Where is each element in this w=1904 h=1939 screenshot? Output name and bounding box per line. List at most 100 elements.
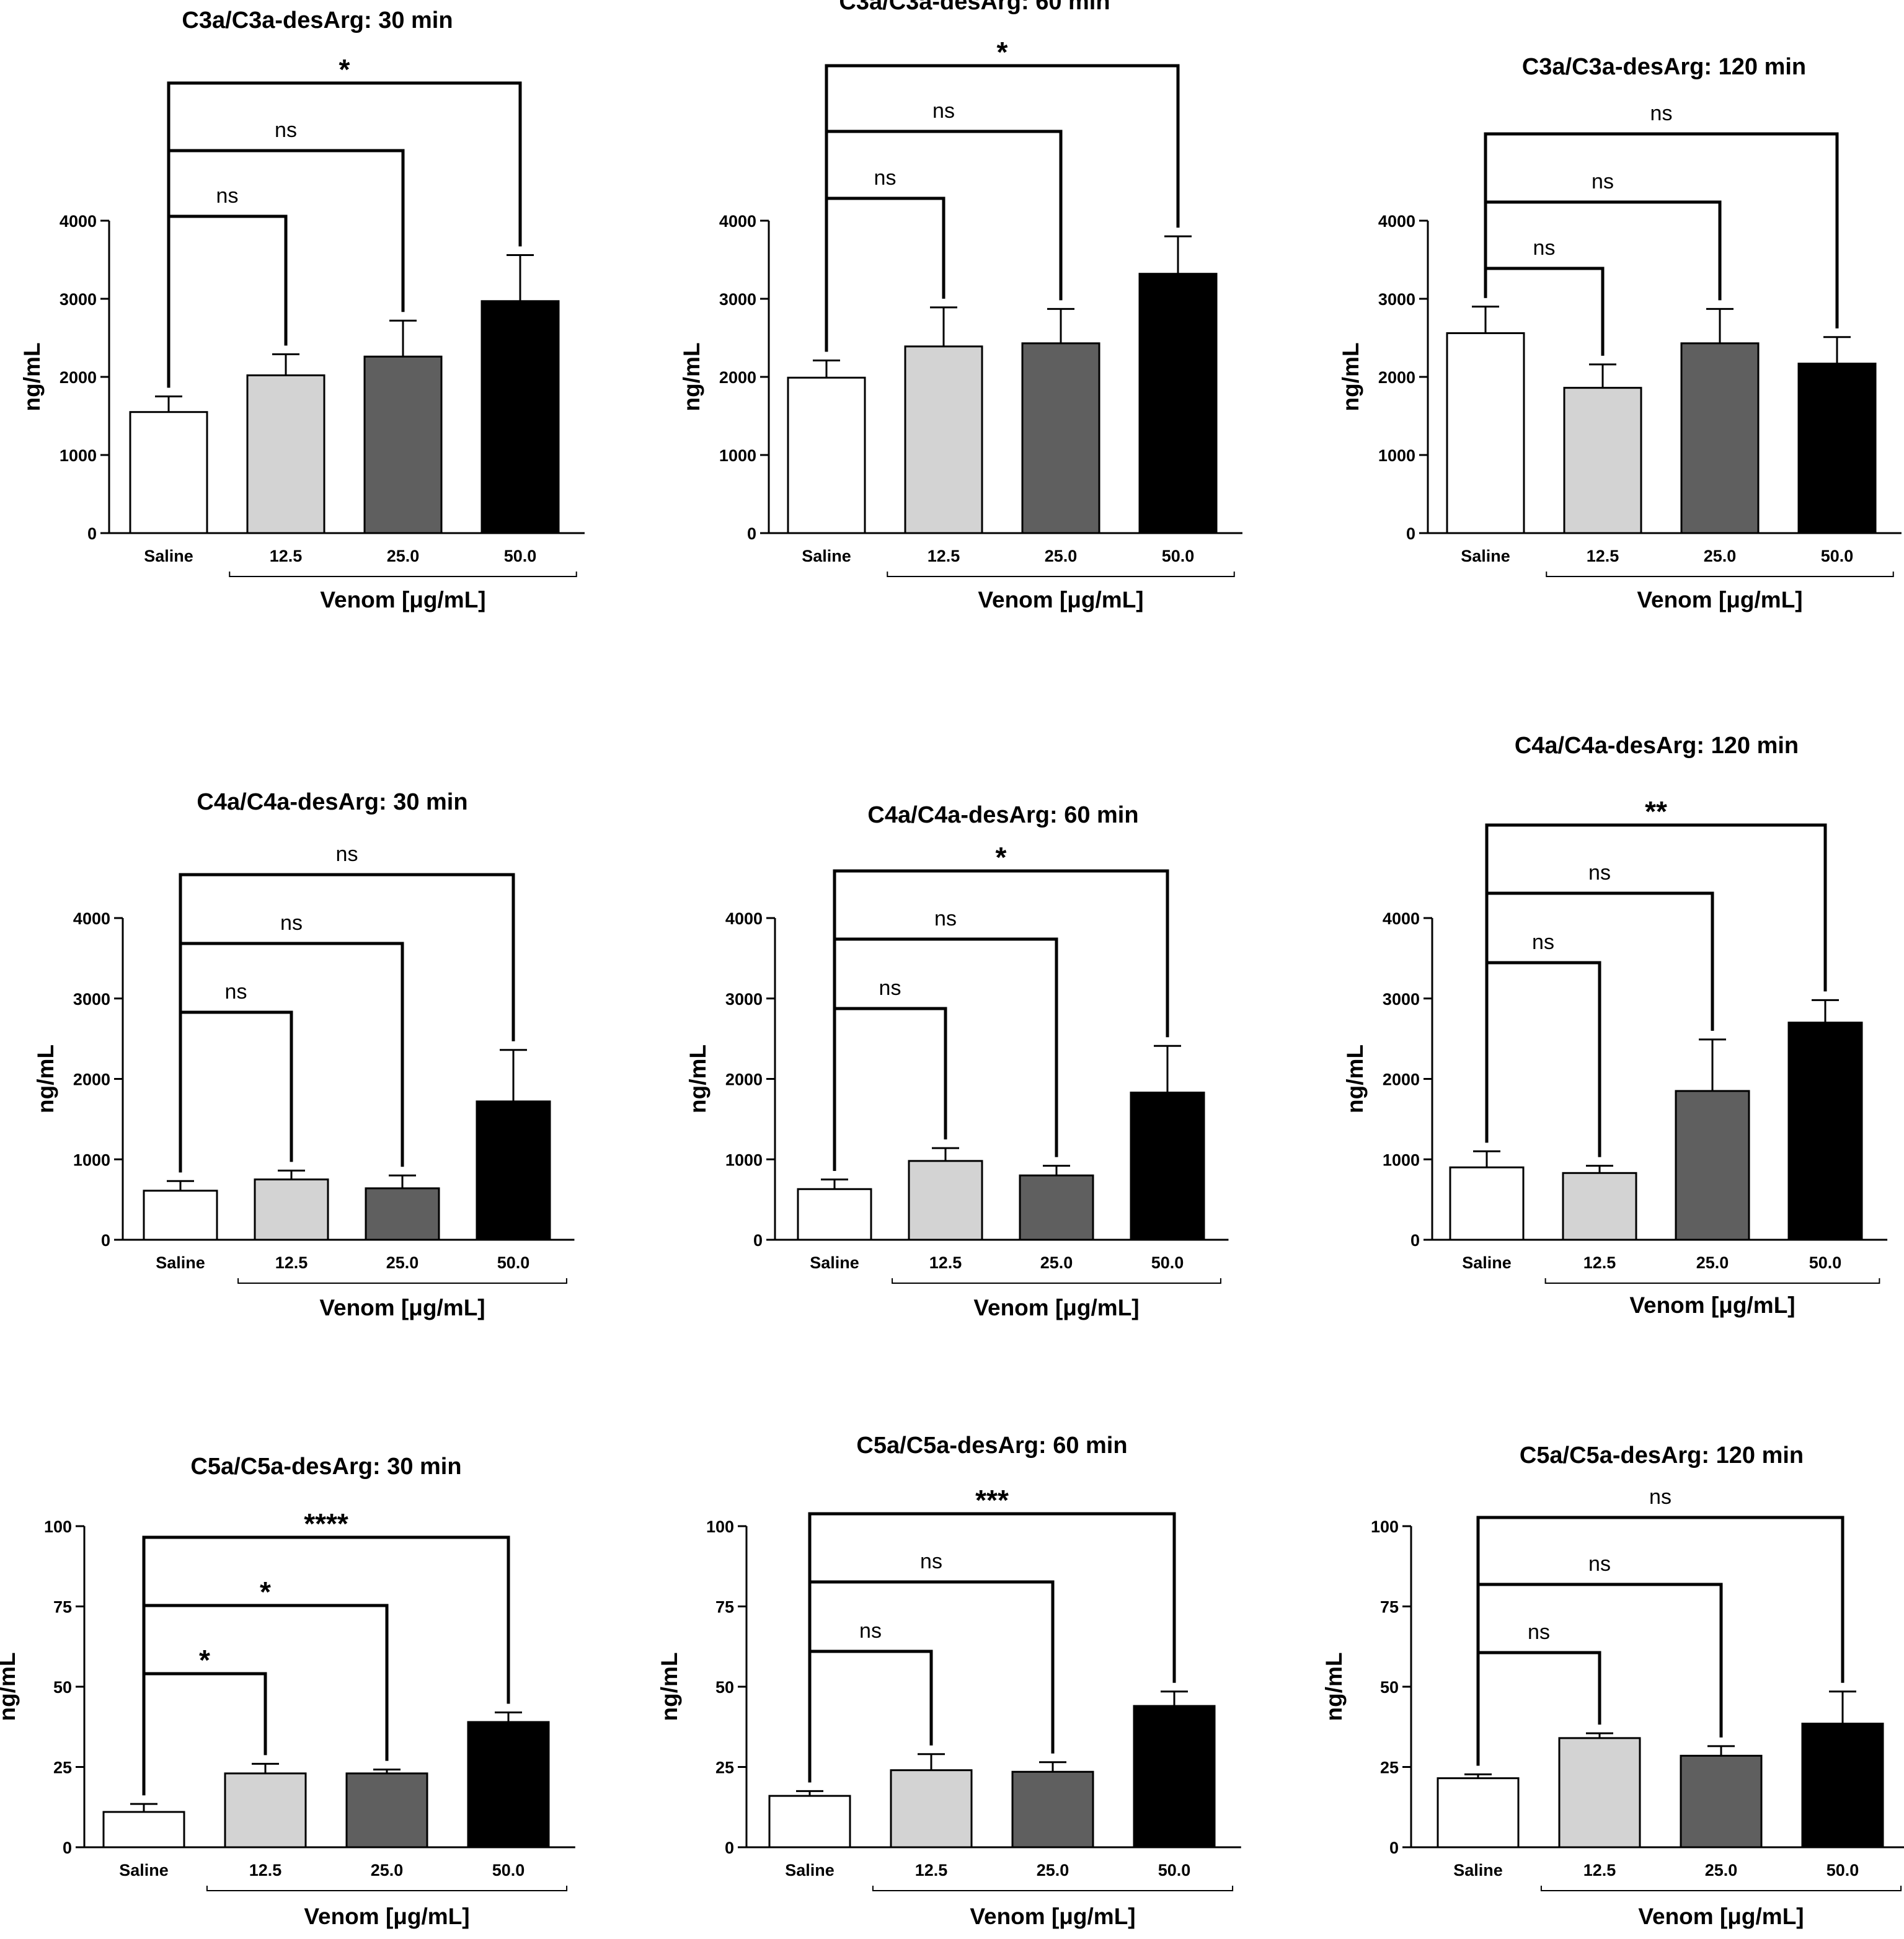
chart-panel: C3a/C3a-desArg: 30 min 0 1000 2000 3000 4000 n… bbox=[19, 7, 585, 612]
x-group-label: Venom [μg/mL] bbox=[319, 1295, 485, 1320]
y-tick-label: 0 bbox=[747, 524, 756, 543]
x-tick-label: Saline bbox=[785, 1861, 835, 1879]
significance-label: ns bbox=[932, 99, 955, 123]
chart-title: C4a/C4a-desArg: 60 min bbox=[867, 802, 1138, 828]
significance-label: * bbox=[199, 1644, 210, 1676]
significance-label: * bbox=[339, 53, 350, 86]
bar-50-0 bbox=[1130, 1092, 1205, 1241]
bar-saline bbox=[787, 376, 866, 534]
y-axis-label: ng/mL bbox=[685, 1045, 711, 1113]
x-tick-label: Saline bbox=[1461, 547, 1510, 565]
y-tick-label: 75 bbox=[1380, 1598, 1399, 1617]
x-tick-label: 12.5 bbox=[1583, 1253, 1616, 1272]
bar-12-5 bbox=[890, 1769, 973, 1848]
x-group-label: Venom [μg/mL] bbox=[970, 1904, 1135, 1929]
y-axis-label: ng/mL bbox=[1321, 1653, 1347, 1721]
x-tick-label: 50.0 bbox=[1821, 547, 1854, 565]
bar-25-0 bbox=[363, 355, 443, 534]
significance-label: ns bbox=[1532, 930, 1554, 954]
y-tick-label: 0 bbox=[725, 1839, 734, 1857]
significance-label: ns bbox=[879, 976, 901, 1000]
x-tick-label: Saline bbox=[144, 547, 193, 565]
x-tick-label: 12.5 bbox=[275, 1253, 308, 1272]
x-tick-label: 12.5 bbox=[1583, 1861, 1616, 1879]
y-axis-label: ng/mL bbox=[1338, 343, 1363, 412]
x-group-label: Venom [μg/mL] bbox=[1638, 1904, 1804, 1929]
bar-12-5 bbox=[1563, 387, 1642, 534]
x-group-label: Venom [μg/mL] bbox=[1637, 587, 1802, 612]
y-tick-label: 0 bbox=[101, 1231, 110, 1250]
x-tick-label: 25.0 bbox=[1040, 1253, 1073, 1272]
significance-label: ns bbox=[874, 166, 897, 190]
chart-panel: C5a/C5a-desArg: 120 min 0 25 50 75 100 ng/mL Sa… bbox=[1321, 1442, 1904, 1929]
significance-label: * bbox=[997, 36, 1008, 68]
bar-saline bbox=[1437, 1777, 1520, 1848]
y-tick-label: 100 bbox=[44, 1517, 72, 1536]
significance-bracket bbox=[1484, 132, 1839, 329]
x-tick-label: 50.0 bbox=[1162, 547, 1195, 565]
y-tick-label: 4000 bbox=[60, 212, 97, 231]
y-tick-label: 0 bbox=[1406, 524, 1415, 543]
y-tick-label: 100 bbox=[706, 1517, 734, 1536]
y-tick-label: 25 bbox=[53, 1759, 72, 1777]
significance-label: ns bbox=[934, 907, 957, 930]
y-tick-label: 2000 bbox=[1378, 368, 1415, 387]
bar-50-0 bbox=[1138, 273, 1218, 534]
significance-label: ns bbox=[216, 184, 239, 208]
x-tick-label: Saline bbox=[1462, 1253, 1512, 1272]
y-tick-label: 4000 bbox=[73, 909, 110, 928]
bar-12-5 bbox=[908, 1160, 983, 1241]
significance-bracket bbox=[167, 81, 522, 388]
group-bracket bbox=[872, 1886, 1234, 1891]
x-tick-label: 12.5 bbox=[249, 1861, 282, 1879]
x-group-label: Venom [μg/mL] bbox=[1629, 1292, 1795, 1318]
y-tick-label: 0 bbox=[753, 1231, 763, 1250]
x-tick-label: 50.0 bbox=[1158, 1861, 1191, 1879]
x-tick-label: 50.0 bbox=[1827, 1861, 1859, 1879]
bar-saline bbox=[129, 411, 208, 534]
x-tick-label: 12.5 bbox=[915, 1861, 948, 1879]
bar-saline bbox=[1446, 332, 1525, 534]
bar-12-5 bbox=[246, 374, 325, 534]
x-tick-label: 50.0 bbox=[1151, 1253, 1184, 1272]
x-tick-label: 50.0 bbox=[504, 547, 537, 565]
x-tick-label: 25.0 bbox=[1704, 547, 1737, 565]
y-tick-label: 2000 bbox=[1383, 1071, 1420, 1089]
y-tick-label: 25 bbox=[715, 1759, 734, 1777]
significance-bracket bbox=[142, 1535, 510, 1796]
y-tick-label: 50 bbox=[715, 1678, 734, 1697]
y-tick-label: 75 bbox=[53, 1598, 72, 1617]
chart-panel: C4a/C4a-desArg: 60 min 0 1000 2000 3000 4000 n… bbox=[685, 802, 1229, 1320]
group-bracket bbox=[1540, 1886, 1902, 1891]
y-tick-label: 2000 bbox=[725, 1071, 763, 1089]
chart-panel: C4a/C4a-desArg: 30 min 0 1000 2000 3000 4000 n… bbox=[33, 789, 575, 1320]
bar-50-0 bbox=[1133, 1705, 1216, 1848]
x-tick-label: 50.0 bbox=[1809, 1253, 1842, 1272]
bar-50-0 bbox=[1787, 1022, 1863, 1241]
bar-25-0 bbox=[345, 1772, 428, 1848]
chart-title: C5a/C5a-desArg: 30 min bbox=[190, 1454, 461, 1480]
chart-panel: C5a/C5a-desArg: 30 min 0 25 50 75 100 ng/mL Sal… bbox=[0, 1454, 575, 1929]
y-tick-label: 0 bbox=[87, 524, 97, 543]
significance-bracket bbox=[833, 869, 1169, 1171]
x-tick-label: 12.5 bbox=[928, 547, 960, 565]
y-tick-label: 4000 bbox=[1383, 909, 1420, 928]
group-bracket bbox=[887, 572, 1235, 577]
x-group-label: Venom [μg/mL] bbox=[320, 587, 485, 612]
significance-label: * bbox=[996, 841, 1007, 873]
x-tick-label: 25.0 bbox=[1045, 547, 1078, 565]
significance-label: ns bbox=[1588, 1552, 1611, 1576]
y-axis-label: ng/mL bbox=[33, 1045, 58, 1113]
bar-25-0 bbox=[365, 1187, 440, 1241]
significance-bracket bbox=[825, 64, 1180, 352]
x-tick-label: 50.0 bbox=[492, 1861, 525, 1879]
chart-title: C4a/C4a-desArg: 120 min bbox=[1515, 733, 1799, 759]
y-tick-label: 0 bbox=[1410, 1231, 1420, 1250]
significance-bracket bbox=[808, 1512, 1176, 1783]
significance-label: ns bbox=[859, 1619, 882, 1643]
significance-label: ns bbox=[336, 842, 358, 866]
x-tick-label: 25.0 bbox=[387, 547, 420, 565]
significance-label: ns bbox=[1592, 170, 1614, 193]
bar-50-0 bbox=[480, 300, 560, 534]
